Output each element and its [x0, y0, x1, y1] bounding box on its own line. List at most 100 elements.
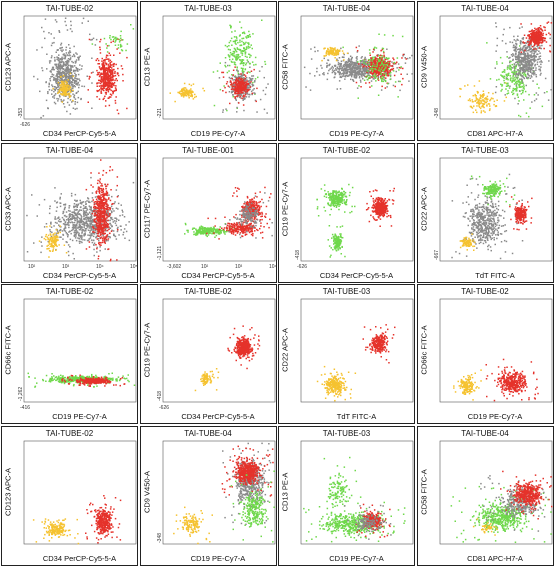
event-dot [109, 69, 111, 71]
event-dot [75, 59, 78, 61]
event-dot [366, 71, 368, 73]
event-dot [62, 63, 65, 66]
event-dot [233, 63, 235, 65]
event-dot [309, 89, 312, 91]
event-dot [53, 97, 56, 99]
event-dot [55, 65, 58, 68]
event-dot [537, 68, 540, 71]
event-dot [180, 89, 182, 91]
event-dot [353, 71, 355, 74]
event-dot [326, 78, 329, 81]
event-dot [242, 96, 244, 98]
event-dot [101, 81, 103, 83]
event-dot [534, 39, 536, 42]
event-dot [73, 53, 75, 56]
event-dot [244, 91, 247, 93]
event-dot [314, 75, 316, 77]
event-dot [521, 59, 523, 62]
event-dot [519, 40, 522, 43]
event-dot [251, 33, 254, 35]
event-dot [346, 63, 349, 66]
event-dot [110, 205, 113, 207]
event-dot [50, 221, 52, 223]
event-dot [112, 79, 114, 81]
event-dot [339, 88, 342, 90]
event-dot [113, 65, 115, 67]
event-dot [536, 29, 539, 32]
event-dot [362, 63, 365, 65]
event-dot [126, 107, 128, 110]
event-dot [548, 37, 551, 40]
event-dot [72, 228, 74, 230]
event-dot [479, 97, 481, 99]
event-dot [364, 56, 366, 59]
event-dot [374, 61, 376, 63]
event-dot [182, 96, 184, 98]
event-dot [516, 58, 519, 60]
event-dot [33, 75, 35, 78]
event-dot [523, 55, 525, 58]
event-dot [350, 63, 353, 66]
event-dot [467, 99, 469, 102]
event-dot [55, 86, 58, 89]
event-dot [358, 72, 361, 74]
event-dot [98, 75, 101, 78]
event-dot [120, 30, 122, 33]
event-dot [514, 56, 517, 59]
event-dot [44, 37, 46, 40]
event-dot [77, 56, 79, 59]
event-dot [513, 73, 515, 75]
event-dot [107, 79, 109, 81]
event-dot [334, 72, 336, 74]
event-dot [394, 81, 397, 83]
event-dot [373, 47, 375, 50]
event-dot [56, 49, 58, 51]
y-axis-label: CD13 PE-A [142, 47, 151, 87]
event-dot [97, 90, 100, 92]
event-dot [342, 46, 344, 49]
event-dot [222, 109, 224, 111]
event-dot [523, 45, 525, 47]
event-dot [380, 89, 383, 91]
event-dot [540, 47, 542, 50]
event-dot [72, 93, 74, 95]
event-dot [109, 65, 111, 67]
event-dot [512, 73, 514, 75]
event-dot [383, 69, 386, 71]
event-dot [65, 74, 68, 77]
event-dot [234, 56, 237, 58]
event-dot [81, 85, 83, 87]
event-dot [351, 65, 354, 67]
event-dot [368, 49, 371, 51]
event-dot [59, 220, 61, 222]
event-dot [66, 59, 68, 62]
event-dot [232, 81, 235, 84]
event-dot [251, 61, 253, 63]
event-dot [69, 70, 71, 72]
event-dot [93, 202, 96, 204]
event-dot [61, 216, 64, 218]
event-dot [55, 82, 58, 85]
event-dot [495, 86, 497, 88]
event-dot [537, 65, 540, 68]
event-dot [385, 57, 388, 59]
event-dot [56, 78, 58, 80]
event-dot [227, 70, 230, 72]
event-dot [249, 86, 251, 88]
event-dot [71, 215, 73, 218]
event-dot [343, 70, 345, 72]
event-dot [188, 83, 190, 86]
event-dot [236, 71, 239, 73]
event-dot [531, 34, 534, 37]
event-dot [499, 90, 502, 92]
event-dot [472, 105, 474, 107]
event-dot [480, 111, 482, 114]
event-dot [50, 76, 52, 78]
event-dot [377, 60, 380, 62]
event-dot [244, 81, 247, 83]
event-dot [367, 61, 369, 63]
event-dot [373, 78, 375, 80]
event-dot [532, 30, 535, 32]
event-dot [87, 197, 90, 199]
event-dot [367, 74, 370, 76]
